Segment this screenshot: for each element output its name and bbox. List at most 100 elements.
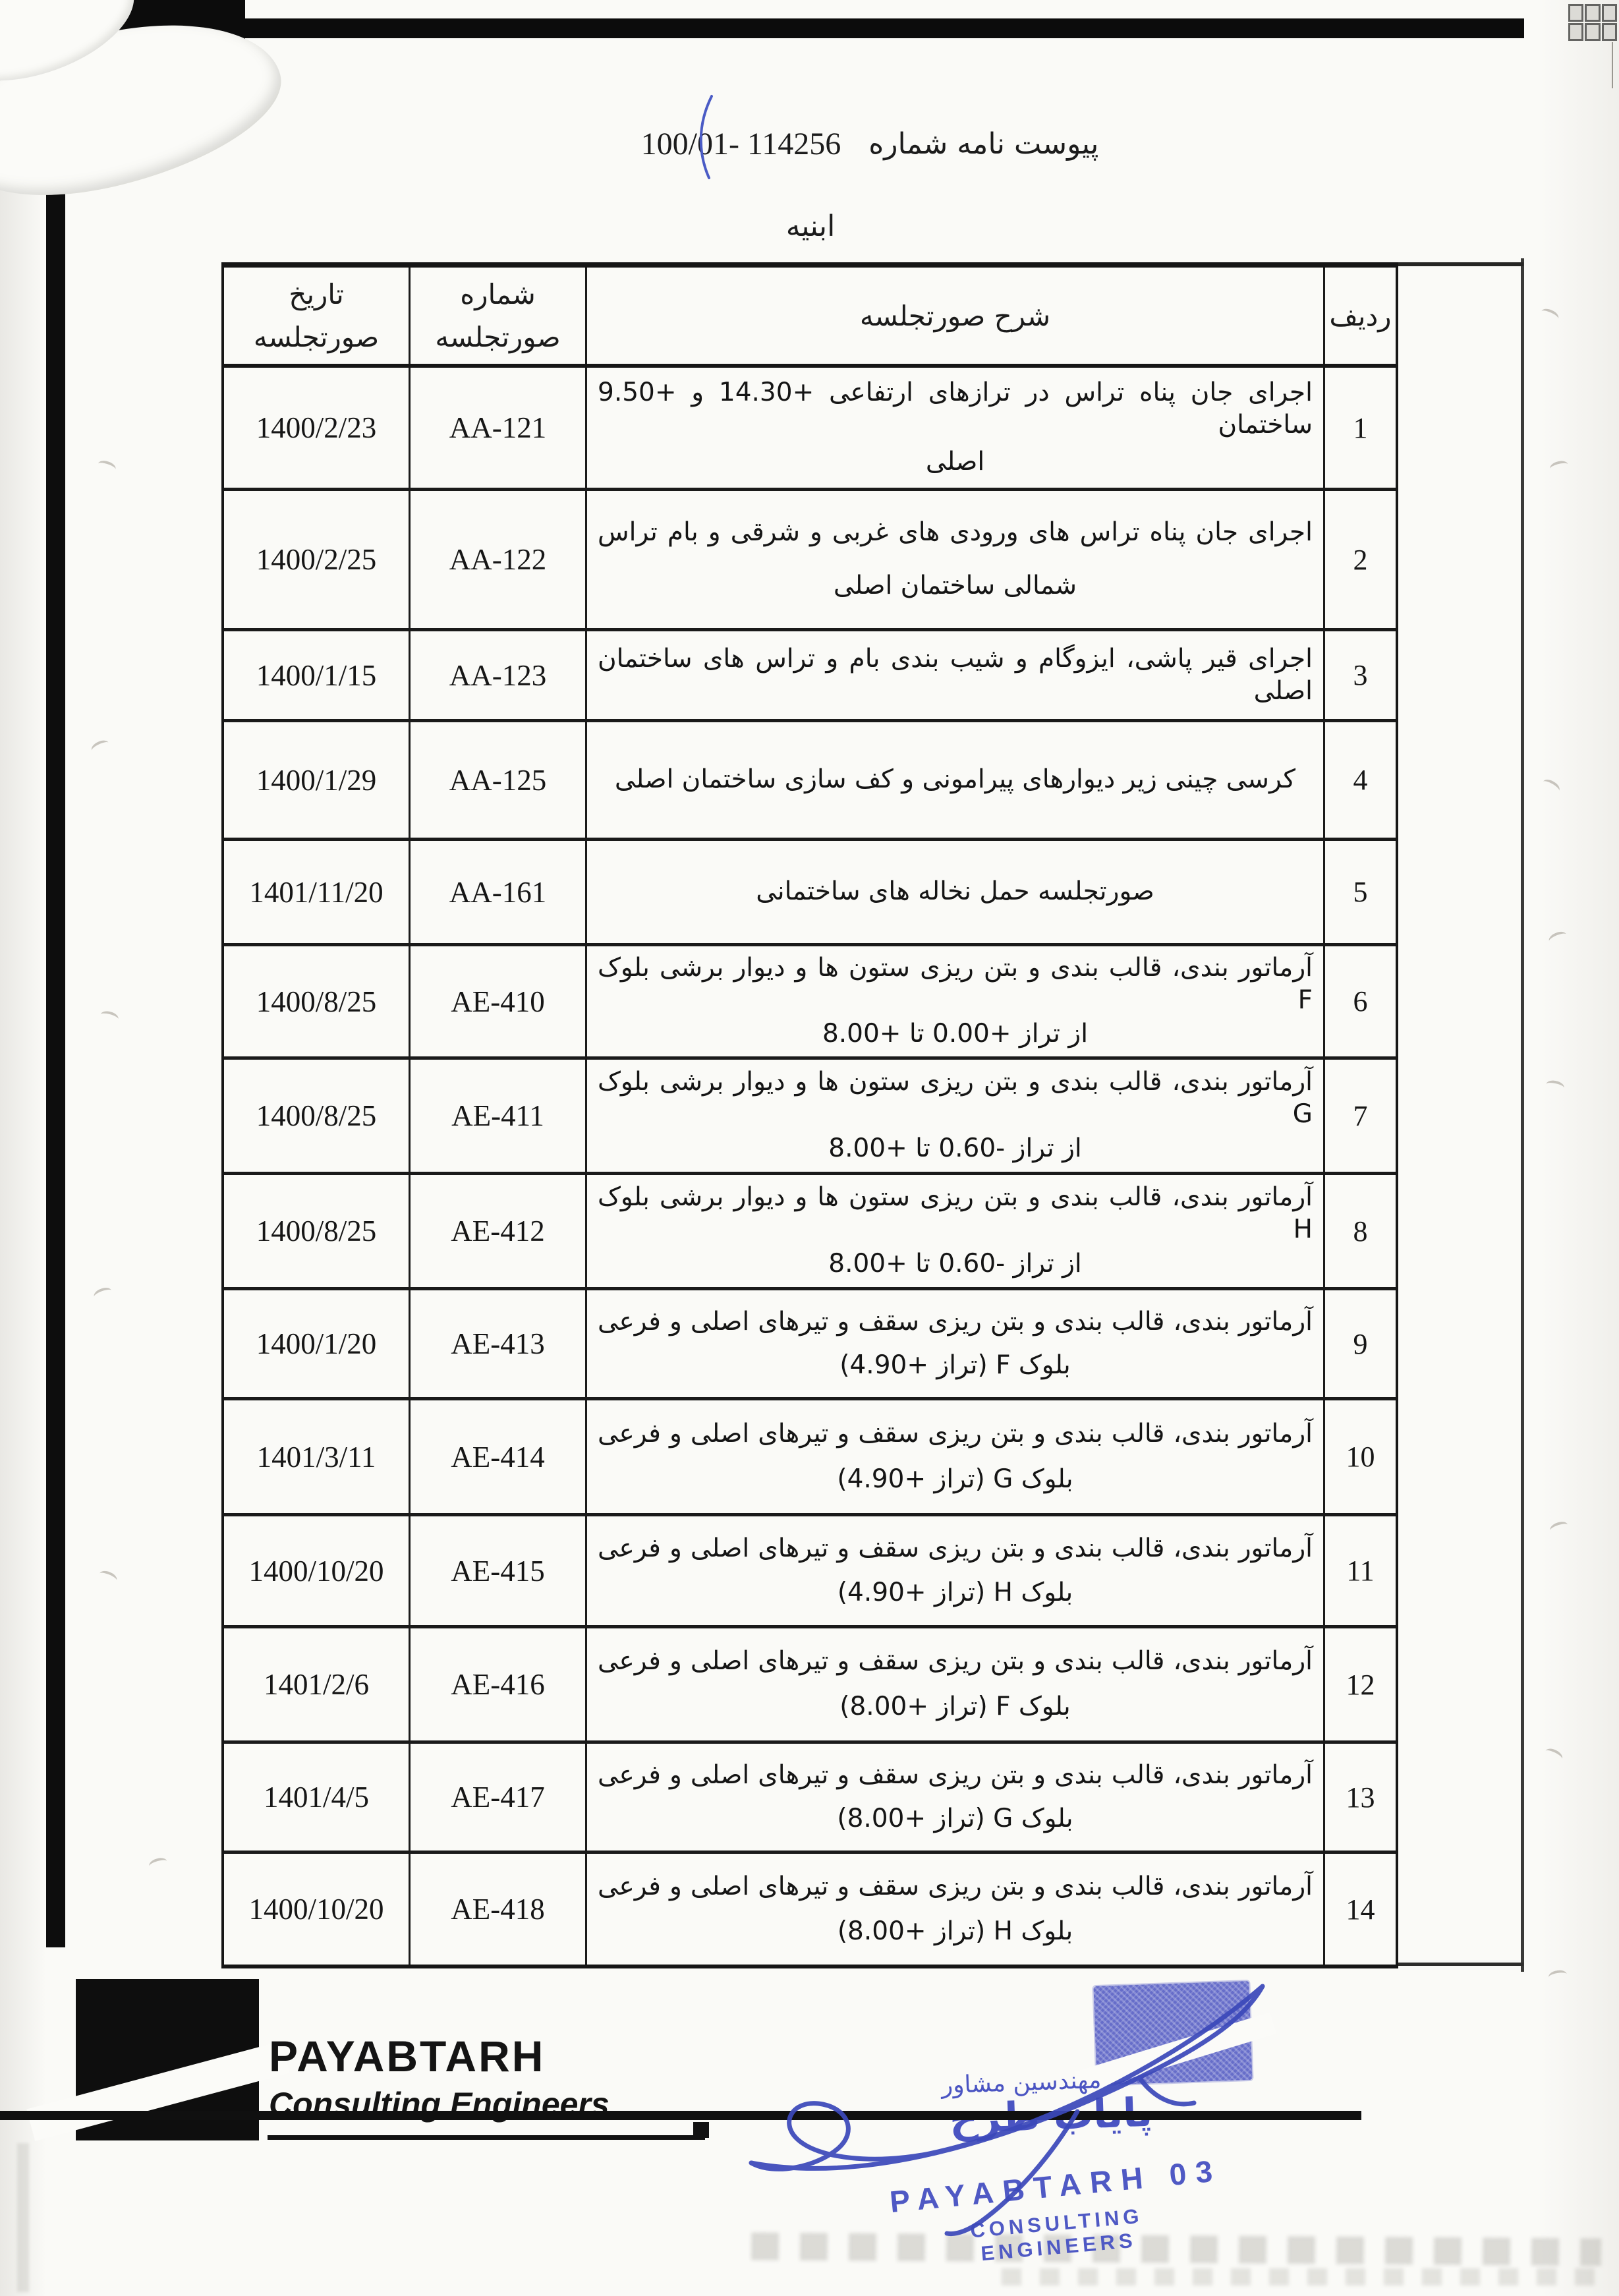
scan-smudge — [148, 1856, 169, 1872]
minutes-description-cell: آرماتور بندی، قالب بندی و بتن ریزی سقف و… — [585, 1516, 1323, 1625]
row-number-cell: 7 — [1323, 1060, 1396, 1172]
header-description-cell: شرح صورتجلسه — [585, 268, 1323, 364]
row-number-cell: 9 — [1323, 1290, 1396, 1397]
row-number-cell: 3 — [1323, 631, 1396, 719]
row-number-cell: 6 — [1323, 946, 1396, 1056]
table-row: 1400/10/20 AE-418 آرماتور بندی، قالب بند… — [224, 1854, 1396, 1965]
attachment-number: 100/01- 114256 — [640, 126, 841, 161]
table-row: 1401/4/5 AE-417 آرماتور بندی، قالب بندی … — [224, 1744, 1396, 1854]
table-row: 1400/2/25 AA-122 اجرای جان پناه تراس های… — [224, 491, 1396, 631]
minutes-number-cell: AE-410 — [409, 946, 585, 1056]
minutes-description-cell: صورتجلسه حمل نخاله های ساختمانی — [585, 841, 1323, 943]
row-number-cell: 1 — [1323, 368, 1396, 488]
minutes-number-cell: AA-125 — [409, 722, 585, 838]
scan-smudge — [92, 1285, 113, 1302]
minutes-description-cell: اجرای جان پناه تراس های ورودی های غربی و… — [585, 491, 1323, 628]
page-title: ابنیه — [785, 210, 836, 243]
row-number-cell: 5 — [1323, 841, 1396, 943]
row-number-cell: 10 — [1323, 1400, 1396, 1513]
table-header-row: تاریخ صورتجلسه شماره صورتجلسه شرح صورتجل… — [224, 268, 1396, 368]
minutes-number-cell: AE-415 — [409, 1516, 585, 1625]
minutes-description-cell: اجرای قیر پاشی، ایزوگام و شیب بندی بام و… — [585, 631, 1323, 719]
scan-top-bar-artifact — [87, 18, 1524, 38]
table-row: 1400/2/23 AA-121 اجرای جان پناه تراس در … — [224, 368, 1396, 491]
table-row: 1400/1/20 AE-413 آرماتور بندی، قالب بندی… — [224, 1290, 1396, 1400]
scan-bleed-artifact — [17, 2143, 29, 2292]
table-body: 1400/2/23 AA-121 اجرای جان پناه تراس در … — [224, 368, 1396, 1965]
row-number-cell: 4 — [1323, 722, 1396, 838]
scan-grid-artifact — [1568, 4, 1617, 41]
minutes-number-cell: AE-413 — [409, 1290, 585, 1397]
minutes-date-cell: 1400/8/25 — [256, 1215, 377, 1248]
minutes-number-cell: AA-122 — [409, 491, 585, 628]
minutes-number-cell: AE-417 — [409, 1744, 585, 1851]
minutes-description-cell: اجرای جان پناه تراس در ترازهای ارتفاعی +… — [585, 368, 1323, 488]
row-number-cell: 11 — [1323, 1516, 1396, 1625]
minutes-description-cell: کرسی چینی زیر دیوارهای پیرامونی و کف ساز… — [585, 722, 1323, 838]
scan-bottom-bar-artifact — [0, 2111, 1361, 2120]
header-row-no-cell: ردیف — [1323, 268, 1396, 364]
scan-bleed-artifact — [1002, 2268, 1608, 2285]
minutes-number-cell: AE-416 — [409, 1628, 585, 1740]
minutes-date-cell: 1400/10/20 — [248, 1893, 384, 1926]
minutes-number-cell: AE-412 — [409, 1175, 585, 1287]
minutes-date-cell: 1400/1/29 — [256, 763, 377, 797]
minutes-description-cell: آرماتور بندی، قالب بندی و بتن ریزی ستون … — [585, 1175, 1323, 1287]
minutes-date-cell: 1401/3/11 — [256, 1440, 376, 1474]
minutes-number-cell: AA-161 — [409, 841, 585, 943]
table-border-extension — [1398, 262, 1523, 266]
minutes-number-cell: AE-414 — [409, 1400, 585, 1513]
minutes-description-cell: آرماتور بندی، قالب بندی و بتن ریزی سقف و… — [585, 1854, 1323, 1965]
scan-edge-shade — [1540, 0, 1619, 2296]
table-row: 1400/8/25 AE-412 آرماتور بندی، قالب بندی… — [224, 1175, 1396, 1290]
scan-left-bar-artifact — [46, 36, 65, 1947]
scan-smudge — [89, 737, 111, 756]
minutes-number-cell: AE-418 — [409, 1854, 585, 1965]
scan-smudge — [96, 459, 117, 474]
minutes-number-cell: AA-121 — [409, 368, 585, 488]
minutes-date-cell: 1400/8/25 — [256, 985, 377, 1018]
minutes-date-cell: 1401/11/20 — [249, 875, 383, 909]
minutes-date-cell: 1400/1/15 — [256, 658, 377, 692]
row-number-cell: 14 — [1323, 1854, 1396, 1965]
attachment-header: 100/01- 114256 پیوست نامه شماره — [633, 117, 1107, 170]
table-border-extension — [1398, 1963, 1523, 1966]
table-row: 1400/10/20 AE-415 آرماتور بندی، قالب بند… — [224, 1516, 1396, 1628]
minutes-date-cell: 1400/2/23 — [256, 411, 377, 444]
table-row: 1401/2/6 AE-416 آرماتور بندی، قالب بندی … — [224, 1628, 1396, 1744]
header-number-cell: شماره صورتجلسه — [409, 268, 585, 364]
scan-edge-shade — [0, 0, 46, 2296]
table-row: 1400/1/15 AA-123 اجرای قیر پاشی، ایزوگام… — [224, 631, 1396, 722]
table-row: 1401/11/20 AA-161 صورتجلسه حمل نخاله های… — [224, 841, 1396, 946]
scan-fold-line — [1521, 258, 1524, 1972]
scan-smudge — [99, 1009, 120, 1025]
table-row: 1400/8/25 AE-411 آرماتور بندی، قالب بندی… — [224, 1060, 1396, 1175]
minutes-date-cell: 1400/1/20 — [256, 1327, 377, 1360]
minutes-description-cell: آرماتور بندی، قالب بندی و بتن ریزی سقف و… — [585, 1400, 1323, 1513]
row-number-cell: 2 — [1323, 491, 1396, 628]
minutes-date-cell: 1401/2/6 — [263, 1668, 369, 1701]
minutes-description-cell: آرماتور بندی، قالب بندی و بتن ریزی سقف و… — [585, 1290, 1323, 1397]
blue-pen-mark — [699, 95, 713, 179]
scan-smudge — [98, 1568, 119, 1586]
minutes-description-cell: آرماتور بندی، قالب بندی و بتن ریزی سقف و… — [585, 1744, 1323, 1851]
minutes-description-cell: آرماتور بندی، قالب بندی و بتن ریزی ستون … — [585, 946, 1323, 1056]
table-row: 1400/8/25 AE-410 آرماتور بندی، قالب بندی… — [224, 946, 1396, 1060]
table-row: 1401/3/11 AE-414 آرماتور بندی، قالب بندی… — [224, 1400, 1396, 1516]
row-number-cell: 12 — [1323, 1628, 1396, 1740]
scan-hairline-artifact — [1612, 42, 1613, 88]
minutes-table: تاریخ صورتجلسه شماره صورتجلسه شرح صورتجل… — [221, 262, 1398, 1968]
minutes-date-cell: 1400/8/25 — [256, 1099, 377, 1132]
minutes-number-cell: AA-123 — [409, 631, 585, 719]
logo-underline — [268, 2135, 705, 2140]
logo-name: PAYABTARH — [269, 2032, 546, 2081]
minutes-date-cell: 1400/10/20 — [248, 1554, 384, 1588]
minutes-date-cell: 1400/2/25 — [256, 543, 377, 576]
logo-underline-cap — [693, 2122, 709, 2138]
table-row: 1400/1/29 AA-125 کرسی چینی زیر دیوارهای … — [224, 722, 1396, 841]
signature — [749, 1984, 1265, 2237]
attachment-label: پیوست نامه شماره — [868, 127, 1099, 161]
header-date-cell: تاریخ صورتجلسه — [253, 278, 380, 353]
minutes-number-cell: AE-411 — [409, 1060, 585, 1172]
